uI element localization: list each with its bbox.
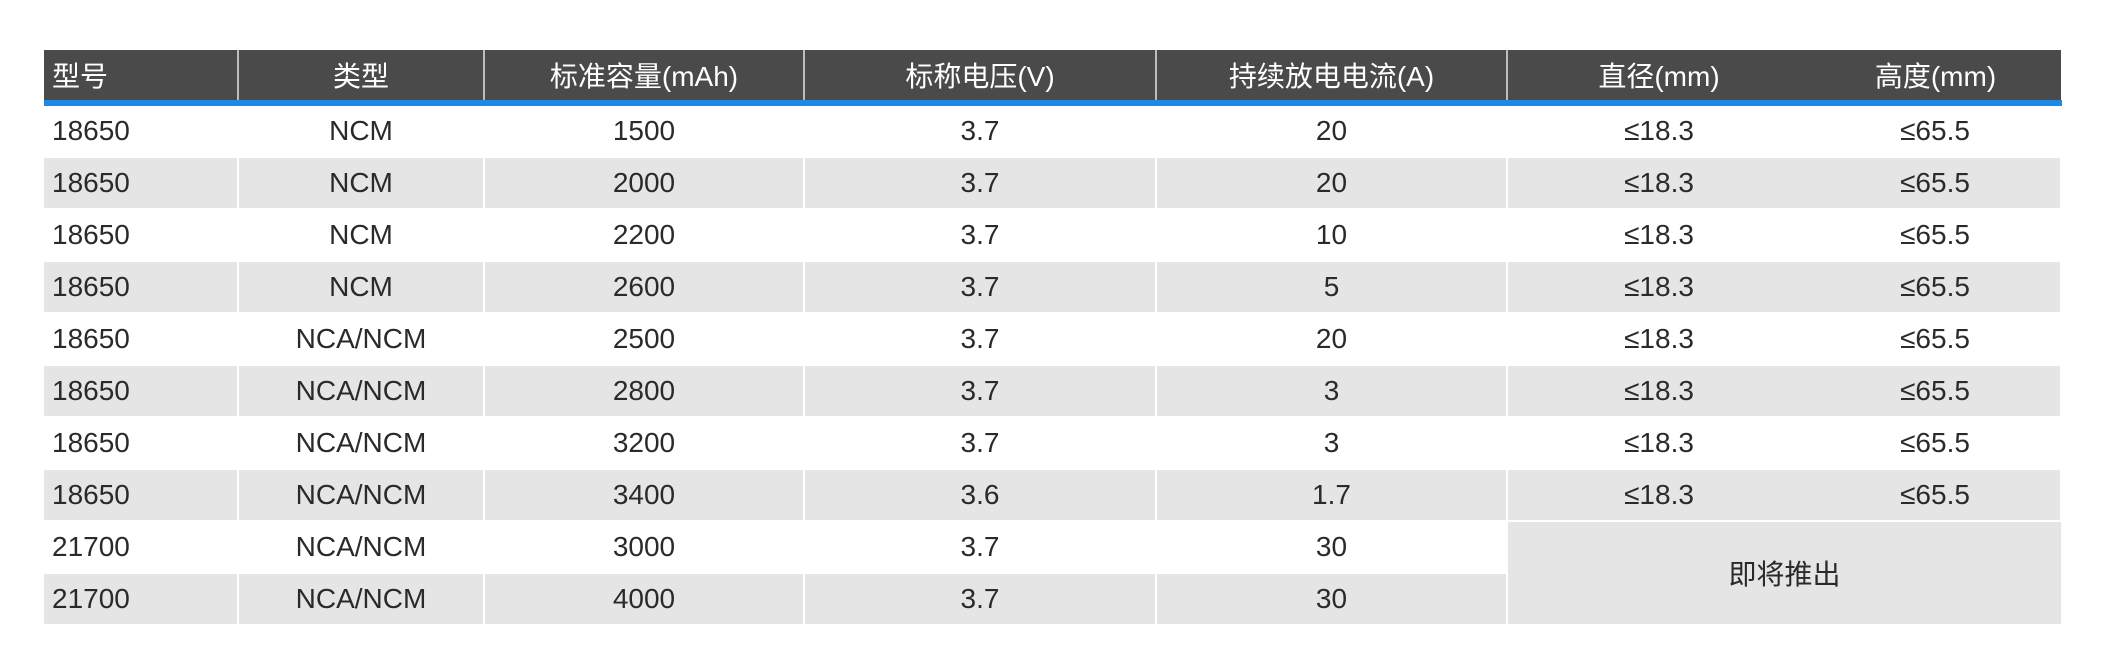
cell-height: ≤65.5 [1810,313,2062,366]
cell-height: ≤65.5 [1810,417,2062,470]
table-row: 21700 NCA/NCM 3000 3.7 30 即将推出 [44,521,2061,626]
cell-model: 18650 [44,365,239,418]
cell-diameter: ≤18.3 [1507,209,1810,262]
cell-current: 20 [1156,103,1508,158]
cell-height: ≤65.5 [1810,365,2062,418]
cell-voltage: 3.7 [804,209,1157,262]
cell-voltage: 3.7 [804,313,1157,366]
cell-current: 3 [1156,365,1508,418]
cell-model: 21700 [44,521,239,574]
cell-model: 18650 [44,313,239,366]
cell-height: ≤65.5 [1810,209,2062,262]
cell-capacity: 1500 [484,103,805,158]
cell-diameter: ≤18.3 [1507,261,1810,314]
cell-current: 10 [1156,209,1508,262]
table-row: 18650 NCM 1500 3.7 20 ≤18.3 ≤65.5 [44,103,2062,158]
cell-height: ≤65.5 [1810,469,2062,522]
table-row: 18650 NCM 2600 3.7 5 ≤18.3 ≤65.5 [44,261,2062,314]
cell-current: 1.7 [1156,469,1508,522]
cell-diameter: ≤18.3 [1507,103,1810,158]
table-row: 18650 NCA/NCM 2800 3.7 3 ≤18.3 ≤65.5 [44,365,2062,418]
cell-type: NCA/NCM [238,521,485,574]
cell-model: 18650 [44,209,239,262]
cell-height: ≤65.5 [1810,157,2062,210]
cell-model: 18650 [44,103,239,158]
cell-model: 21700 [44,573,239,626]
cell-capacity: 2000 [484,157,805,210]
cell-diameter: ≤18.3 [1507,417,1810,470]
cell-capacity: 2500 [484,313,805,366]
table-row: 18650 NCM 2000 3.7 20 ≤18.3 ≤65.5 [44,157,2062,210]
header-model: 型号 [44,50,239,106]
cell-current: 30 [1156,521,1508,574]
cell-voltage: 3.7 [804,261,1157,314]
cell-voltage: 3.7 [804,521,1157,574]
coming-soon-cell: 即将推出 [1507,521,2061,626]
cell-capacity: 2800 [484,365,805,418]
cell-current: 30 [1156,573,1508,626]
cell-diameter: ≤18.3 [1507,469,1810,522]
cell-voltage: 3.7 [804,417,1157,470]
header-voltage: 标称电压(V) [804,50,1157,106]
cell-voltage: 3.7 [804,103,1157,158]
cell-height: ≤65.5 [1810,103,2062,158]
cell-capacity: 3200 [484,417,805,470]
table-row: 18650 NCM 2200 3.7 10 ≤18.3 ≤65.5 [44,209,2062,262]
header-capacity: 标准容量(mAh) [484,50,805,106]
cell-type: NCA/NCM [238,573,485,626]
cell-type: NCA/NCM [238,417,485,470]
cell-voltage: 3.6 [804,469,1157,522]
cell-capacity: 2600 [484,261,805,314]
cell-type: NCA/NCM [238,313,485,366]
cell-current: 20 [1156,313,1508,366]
table-row: 18650 NCA/NCM 3200 3.7 3 ≤18.3 ≤65.5 [44,417,2062,470]
cell-voltage: 3.7 [804,365,1157,418]
header-row: 型号 类型 标准容量(mAh) 标称电压(V) 持续放电电流(A) 直径(mm)… [44,50,2061,106]
header-type: 类型 [238,50,485,106]
cell-type: NCM [238,209,485,262]
header-diameter: 直径(mm) [1507,50,1810,106]
cell-diameter: ≤18.3 [1507,313,1810,366]
cell-model: 18650 [44,157,239,210]
cell-voltage: 3.7 [804,157,1157,210]
cell-type: NCM [238,103,485,158]
cell-model: 18650 [44,417,239,470]
cell-current: 5 [1156,261,1508,314]
cell-type: NCA/NCM [238,365,485,418]
cell-height: ≤65.5 [1810,261,2062,314]
table-row: 18650 NCA/NCM 3400 3.6 1.7 ≤18.3 ≤65.5 [44,469,2062,522]
table-row: 18650 NCA/NCM 2500 3.7 20 ≤18.3 ≤65.5 [44,313,2062,366]
battery-spec-table: 型号 类型 标准容量(mAh) 标称电压(V) 持续放电电流(A) 直径(mm)… [44,50,2062,626]
header-height: 高度(mm) [1810,50,2061,106]
cell-capacity: 3000 [484,521,805,574]
cell-capacity: 3400 [484,469,805,522]
cell-diameter: ≤18.3 [1507,365,1810,418]
cell-type: NCA/NCM [238,469,485,522]
cell-current: 20 [1156,157,1508,210]
cell-model: 18650 [44,469,239,522]
table-row: 21700 NCA/NCM 4000 3.7 30 [44,573,2061,626]
cell-model: 18650 [44,261,239,314]
cell-type: NCM [238,261,485,314]
cell-type: NCM [238,157,485,210]
cell-current: 3 [1156,417,1508,470]
cell-voltage: 3.7 [804,573,1157,626]
cell-capacity: 4000 [484,573,805,626]
cell-diameter: ≤18.3 [1507,157,1810,210]
cell-capacity: 2200 [484,209,805,262]
header-current: 持续放电电流(A) [1156,50,1508,106]
